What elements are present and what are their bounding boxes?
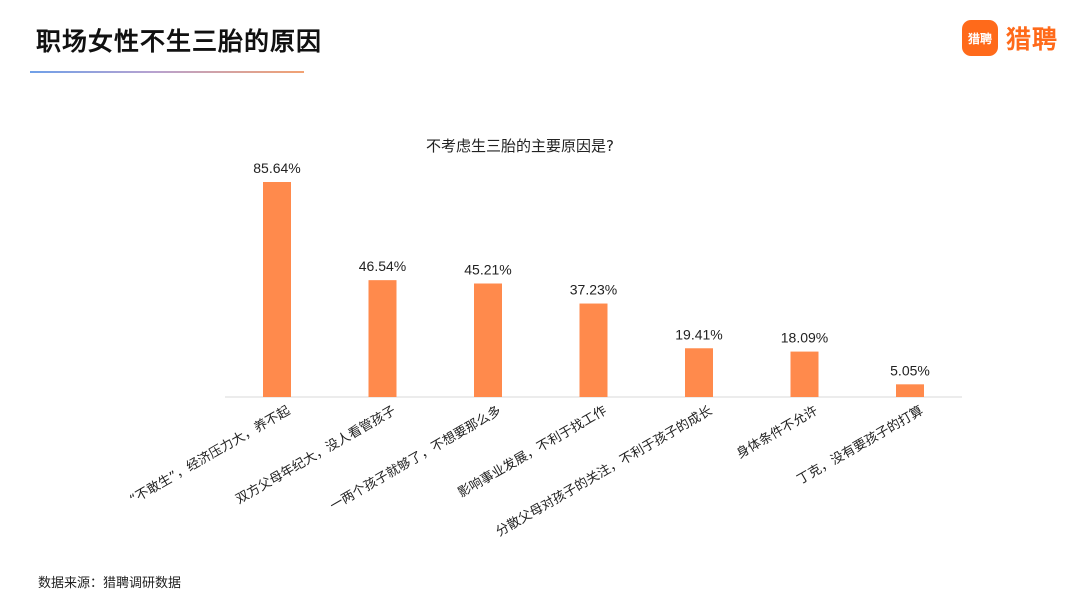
data-label: 19.41% — [675, 326, 722, 342]
title-underline — [30, 71, 304, 73]
data-label: 46.54% — [359, 258, 406, 274]
brand-logo-icon: 猎聘 — [961, 20, 998, 56]
x-tick-label: 分散父母对孩子的关注，不利于孩子的成长 — [493, 403, 715, 540]
bar — [368, 280, 397, 397]
source-note: 数据来源：猎聘调研数据 — [38, 576, 182, 591]
bar — [896, 384, 924, 397]
page-title: 职场女性不生三胎的原因 — [36, 27, 323, 56]
x-tick-label: 身体条件不允许 — [734, 403, 821, 462]
data-label: 45.21% — [464, 261, 511, 277]
bar — [474, 283, 502, 397]
x-tick-label: 一两个孩子就够了，不想要那么多 — [327, 403, 504, 514]
data-label: 37.23% — [570, 282, 617, 298]
bar — [579, 303, 608, 397]
data-label: 18.09% — [781, 330, 828, 346]
bar — [263, 182, 291, 397]
bar — [685, 348, 713, 397]
data-label: 85.64% — [253, 160, 300, 176]
brand-name: 猎聘 — [1005, 25, 1058, 54]
bar — [790, 351, 819, 397]
data-label: 5.05% — [890, 362, 930, 378]
x-tick-label: “不敢生”，经济压力大，养不起 — [127, 403, 293, 508]
chart-title: 不考虑生三胎的主要原因是? — [426, 137, 614, 155]
x-tick-label: 双方父母年纪大，没人看管孩子 — [233, 403, 399, 508]
brand-logo: 猎聘 猎聘 — [961, 20, 1058, 56]
